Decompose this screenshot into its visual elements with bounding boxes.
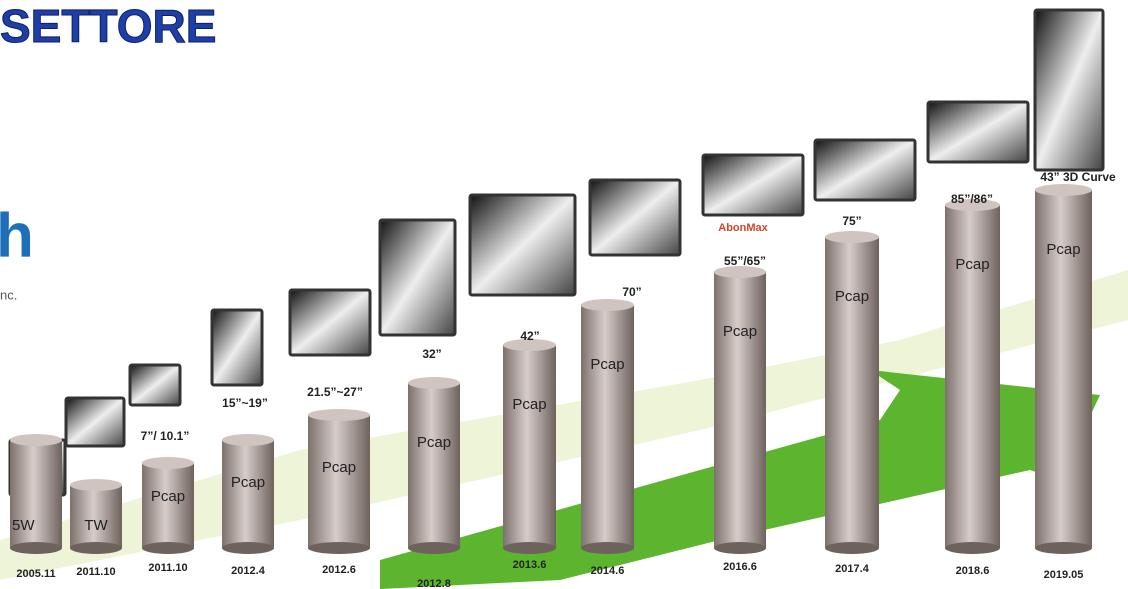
tech-label: Pcap <box>723 323 757 340</box>
tech-label: 5W <box>12 517 35 534</box>
logo-mark: h <box>0 201 34 270</box>
cylinder-base <box>70 542 122 554</box>
cylinder-base <box>222 542 274 554</box>
cylinder-body <box>408 383 460 548</box>
size-label: 70” <box>622 285 641 299</box>
cylinder-base <box>142 542 194 554</box>
size-label: 75” <box>842 214 861 228</box>
product-image <box>928 102 1028 162</box>
date-label: 2012.6 <box>322 564 356 576</box>
cylinder-body <box>714 272 766 548</box>
product-image <box>66 398 124 446</box>
product-image <box>380 220 455 335</box>
tech-label: Pcap <box>151 488 185 505</box>
tech-label: Pcap <box>322 459 356 476</box>
timeline: 5W 2005.11 TW 2011.10 Pcap 2011.10 7”/ 10.1” Pc… <box>10 10 1116 589</box>
cylinder-top <box>222 434 274 446</box>
title: SETTORE <box>0 0 216 52</box>
tech-label: Pcap <box>590 356 624 373</box>
date-label: 2012.4 <box>231 565 266 577</box>
cylinder-body <box>142 463 194 548</box>
size-label: 43” 3D Curve <box>1040 170 1116 184</box>
date-label: 2016.6 <box>723 561 757 573</box>
product-image <box>1035 10 1103 170</box>
cylinder-body <box>581 305 634 548</box>
tech-label: TW <box>84 517 108 534</box>
cylinder-body <box>503 345 556 548</box>
product-image <box>130 365 180 405</box>
cylinder-body <box>825 237 879 548</box>
logo-suffix: nc. <box>0 287 17 302</box>
tech-label: Pcap <box>512 396 546 413</box>
cylinder-base <box>503 542 556 554</box>
product-image <box>212 310 262 385</box>
brand: AbonMax <box>718 222 768 234</box>
date-label: 2011.10 <box>148 562 187 574</box>
cylinder-base <box>945 542 1000 554</box>
tech-label: Pcap <box>231 474 265 491</box>
cylinder-base <box>308 542 370 554</box>
cylinder-top <box>581 299 634 311</box>
cylinder-top <box>70 479 122 491</box>
product-image <box>290 290 370 355</box>
date-label: 2017.4 <box>835 563 870 575</box>
tech-label: Pcap <box>1046 241 1080 258</box>
product-image <box>470 195 575 295</box>
tech-label: Pcap <box>835 288 869 305</box>
tech-label: Pcap <box>417 434 451 451</box>
cylinder-top <box>825 231 879 243</box>
size-label: 15”~19” <box>222 396 268 410</box>
cylinder-top <box>142 457 194 469</box>
cylinder-base <box>10 542 62 554</box>
cylinder-base <box>825 542 879 554</box>
cylinder-body <box>222 440 274 548</box>
cylinder-top <box>408 377 460 389</box>
date-label: 2012.8 <box>417 578 451 589</box>
product-image <box>703 155 803 215</box>
date-label: 2019.05 <box>1044 569 1084 581</box>
cylinder-top <box>10 434 62 446</box>
size-label: 21.5”~27” <box>307 385 363 399</box>
cylinder-top <box>308 409 370 421</box>
cylinder-base <box>581 542 634 554</box>
cylinder-top <box>1035 184 1092 196</box>
date-label: 2013.6 <box>513 559 547 571</box>
slide: SETTORE h nc. AbonMax 5W 2005.11 TW 2011.10… <box>0 0 1128 589</box>
cylinder-base <box>714 542 766 554</box>
size-label: 7”/ 10.1” <box>141 429 190 443</box>
date-label: 2018.6 <box>956 565 990 577</box>
cylinder-body <box>308 415 370 548</box>
product-image <box>815 140 915 200</box>
cylinder-base <box>1035 542 1092 554</box>
product-image <box>590 180 680 255</box>
date-label: 2005.11 <box>16 568 55 580</box>
size-label: 85”/86” <box>951 192 993 206</box>
size-label: 55”/65” <box>724 254 766 268</box>
size-label: 42” <box>520 329 539 343</box>
date-label: 2011.10 <box>76 566 115 578</box>
tech-label: Pcap <box>955 256 989 273</box>
cylinder-base <box>408 542 460 554</box>
size-label: 32” <box>422 347 441 361</box>
date-label: 2014.6 <box>591 565 625 577</box>
